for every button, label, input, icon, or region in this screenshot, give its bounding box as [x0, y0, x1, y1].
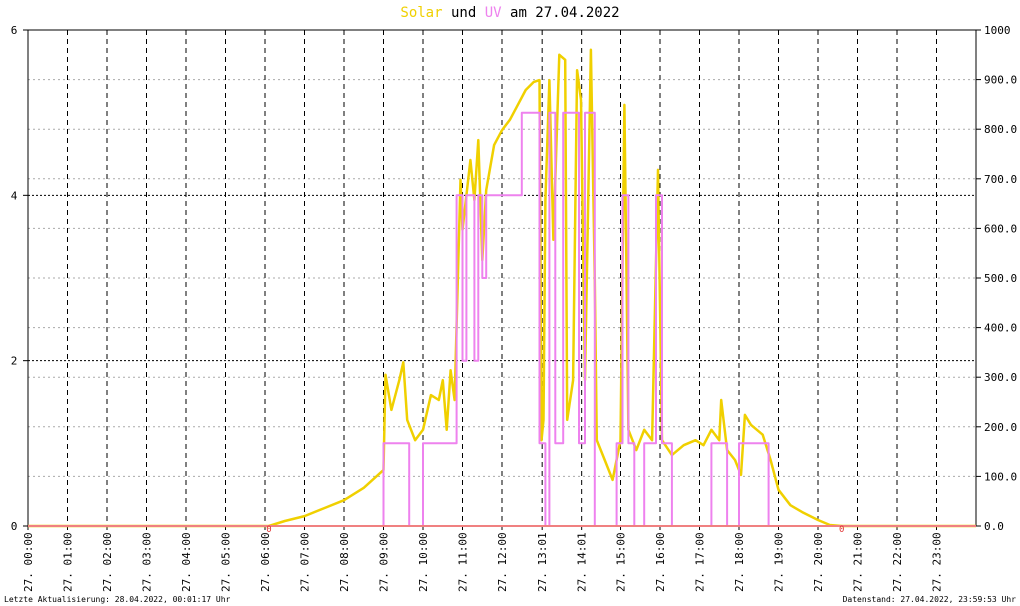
x-tick-label: 27. 04:00 [180, 532, 193, 592]
series-line [28, 111, 976, 527]
footer-right: Datenstand: 27.04.2022, 23:59:53 Uhr [843, 595, 1017, 604]
y-tick-label: 0 [11, 520, 18, 533]
x-tick-label: 27. 18:00 [733, 532, 746, 592]
y2-tick-label: 1000 [984, 24, 1011, 37]
y2-tick-label: 200.0 [984, 421, 1017, 434]
y-tick-label: 2 [11, 355, 18, 368]
x-tick-label: 27. 12:00 [496, 532, 509, 592]
x-tick-label: 27. 11:00 [457, 532, 470, 592]
x-tick-label: 27. 14:01 [576, 532, 589, 592]
y2-tick-label: 900.0 [984, 74, 1017, 87]
x-tick-label: 27. 19:00 [773, 532, 786, 592]
x-tick-label: 27. 03:00 [141, 532, 154, 592]
title-uv: UV [485, 5, 502, 21]
x-tick-label: 27. 08:00 [338, 532, 351, 592]
y2-tick-label: 700.0 [984, 173, 1017, 186]
x-tick-label: 27. 10:00 [417, 532, 430, 592]
title-und: und [451, 5, 476, 21]
y2-tick-label: 600.0 [984, 222, 1017, 235]
series-line [28, 48, 976, 528]
annotation: 0 [266, 525, 271, 535]
annotation: 0 [839, 525, 844, 535]
x-tick-label: 27. 09:00 [378, 532, 391, 592]
x-tick-label: 27. 23:00 [931, 532, 944, 592]
y2-tick-label: 400.0 [984, 322, 1017, 335]
x-tick-label: 27. 16:00 [654, 532, 667, 592]
x-tick-label: 27. 15:00 [615, 532, 628, 592]
x-tick-label: 27. 22:00 [891, 532, 904, 592]
x-tick-label: 27. 06:00 [259, 532, 272, 592]
y2-tick-label: 100.0 [984, 470, 1017, 483]
y2-tick-label: 500.0 [984, 272, 1017, 285]
footer-left: Letzte Aktualisierung: 28.04.2022, 00:01… [4, 595, 231, 604]
x-tick-label: 27. 07:00 [299, 532, 312, 592]
chart-title: Solar und UV am 27.04.2022 [400, 5, 619, 21]
x-tick-label: 27. 20:00 [812, 532, 825, 592]
x-tick-label: 27. 01:00 [62, 532, 75, 592]
y2-tick-label: 300.0 [984, 371, 1017, 384]
x-tick-label: 27. 00:00 [22, 532, 35, 592]
x-tick-label: 27. 05:00 [220, 532, 233, 592]
x-tick-label: 27. 17:00 [694, 532, 707, 592]
x-tick-label: 27. 21:00 [852, 532, 865, 592]
x-tick-label: 27. 02:00 [101, 532, 114, 592]
title-date: am 27.04.2022 [510, 5, 620, 21]
y-tick-label: 4 [11, 189, 18, 202]
y2-tick-label: 800.0 [984, 123, 1017, 136]
y-tick-label: 6 [11, 24, 18, 37]
x-tick-label: 27. 13:01 [536, 532, 549, 592]
title-solar: Solar [400, 5, 442, 21]
y2-tick-label: 0.0 [984, 520, 1004, 533]
